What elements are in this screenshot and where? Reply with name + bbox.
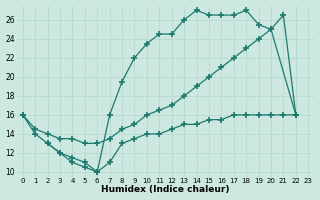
X-axis label: Humidex (Indice chaleur): Humidex (Indice chaleur) — [101, 185, 230, 194]
